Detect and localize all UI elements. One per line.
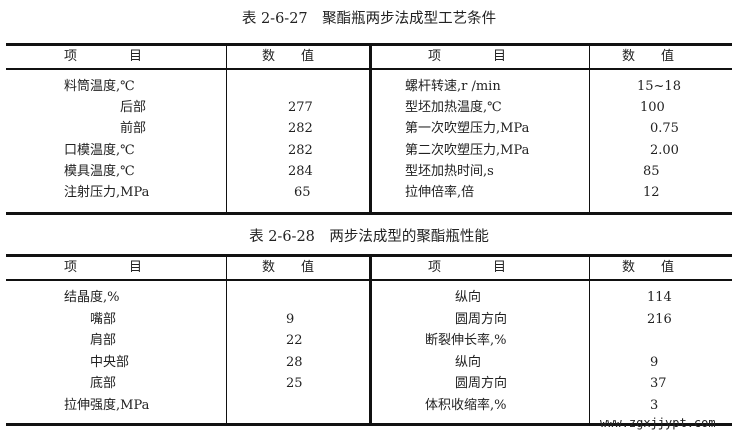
row-value: 37 (650, 376, 667, 392)
row-label: 型坯加热时间,s (405, 163, 494, 179)
row-label: 肩部 (90, 333, 117, 349)
column-header: 项 目 (64, 260, 143, 275)
column-header: 数 值 (262, 49, 315, 64)
row-value: 100 (640, 100, 665, 116)
row-value: 2.00 (650, 142, 679, 158)
row-label: 圆周方向 (455, 376, 508, 392)
row-label: 螺杆转速,r /min (405, 79, 501, 94)
row-value: 282 (288, 121, 313, 137)
row-value: 277 (288, 100, 313, 116)
column-header: 项 目 (428, 49, 507, 64)
row-label: 料筒温度,℃ (64, 79, 135, 94)
row-value: 12 (643, 185, 660, 200)
row-value: 216 (647, 311, 672, 327)
watermark: www.zgxjjypt.com (600, 416, 716, 430)
row-value: 22 (286, 333, 303, 349)
column-divider (226, 43, 227, 212)
table-bottom-rule (6, 212, 732, 215)
column-header: 数 值 (622, 49, 675, 64)
row-label: 口模温度,℃ (64, 142, 135, 158)
row-value: 3 (650, 398, 659, 413)
row-value: 25 (286, 376, 303, 392)
row-value: 9 (286, 311, 295, 327)
column-header: 数 值 (622, 260, 675, 275)
row-value: 114 (647, 290, 672, 305)
row-label: 中央部 (90, 354, 130, 370)
row-label: 结晶度,% (64, 290, 120, 305)
row-label: 后部 (120, 100, 147, 116)
table1-title: 表 2-6-27 聚酯瓶两步法成型工艺条件 (241, 11, 497, 27)
row-label: 第二次吹塑压力,MPa (405, 142, 530, 158)
row-label: 注射压力,MPa (64, 185, 150, 200)
column-divider (226, 254, 227, 423)
row-label: 第一次吹塑压力,MPa (405, 121, 530, 137)
column-header: 项 目 (64, 49, 143, 64)
row-label: 拉伸倍率,倍 (405, 185, 475, 200)
row-label: 型坯加热温度,℃ (405, 100, 502, 116)
column-header: 数 值 (262, 260, 315, 275)
column-header: 项 目 (428, 260, 507, 275)
row-label: 断裂伸长率,% (425, 333, 507, 349)
row-label: 模具温度,℃ (64, 163, 135, 179)
row-label: 纵向 (455, 290, 482, 305)
row-value: 284 (288, 163, 313, 179)
row-value: 65 (294, 185, 311, 200)
table-bottom-rule (6, 423, 732, 426)
table2-title: 表 2-6-28 两步法成型的聚酯瓶性能 (249, 229, 489, 245)
column-divider (589, 43, 590, 212)
row-value: 0.75 (650, 121, 679, 137)
row-label: 体积收缩率,% (425, 398, 507, 413)
row-value: 15~18 (637, 79, 681, 94)
row-label: 圆周方向 (455, 311, 508, 327)
row-label: 底部 (90, 376, 117, 392)
row-label: 纵向 (455, 354, 482, 370)
column-divider (589, 254, 590, 423)
column-divider-thick (369, 43, 372, 212)
row-label: 嘴部 (90, 311, 117, 327)
row-value: 85 (643, 163, 660, 179)
column-divider-thick (369, 254, 372, 423)
row-label: 前部 (120, 121, 147, 137)
row-value: 9 (650, 354, 659, 370)
row-value: 282 (288, 142, 313, 158)
row-value: 28 (286, 354, 303, 370)
row-label: 拉伸强度,MPa (64, 398, 150, 413)
